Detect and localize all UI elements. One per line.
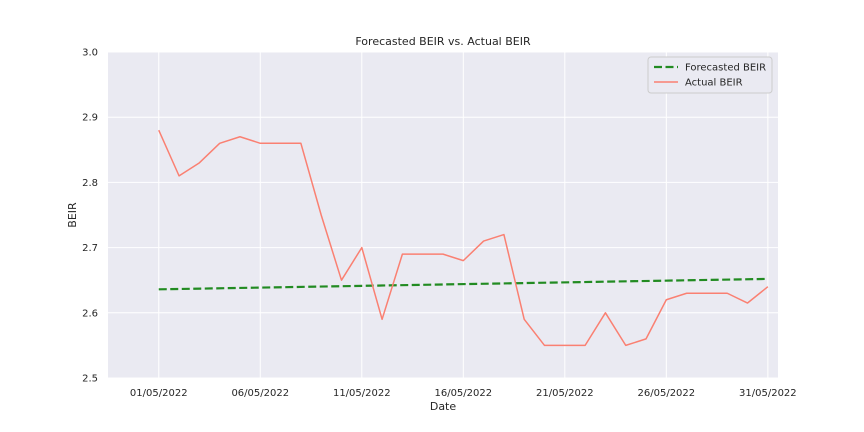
legend-label-forecasted: Forecasted BEIR [685,63,766,74]
y-axis-label: BEIR [66,202,79,228]
x-axis-label: Date [430,400,457,413]
series-layer [158,129,769,347]
plot-background [108,52,778,378]
y-tick-label: 2.6 [82,308,98,319]
series-line-forecasted-beir [158,277,768,291]
y-tick-label: 2.8 [82,178,98,189]
x-tick-labels: 01/05/2022 06/05/2022 11/05/2022 16/05/2022… [130,388,797,399]
y-tick-labels: 2.5 2.6 2.7 2.8 2.9 3.0 [82,48,98,385]
legend-label-actual: Actual BEIR [685,78,743,89]
legend-box [647,56,773,94]
x-tick-label: 16/05/2022 [434,388,492,399]
y-tick-label: 2.5 [82,374,98,385]
x-tick-label: 26/05/2022 [638,388,696,399]
y-tick-label: 2.7 [82,243,98,254]
series-line-actual-beir [158,129,769,347]
chart-title: Forecasted BEIR vs. Actual BEIR [355,35,531,48]
gridlines [108,51,778,379]
legend: Forecasted BEIR Actual BEIR [647,56,773,94]
y-tick-label: 2.9 [82,113,98,124]
x-tick-label: 01/05/2022 [130,388,188,399]
y-tick-label: 3.0 [82,48,98,59]
x-tick-label: 21/05/2022 [536,388,594,399]
x-tick-label: 06/05/2022 [231,388,289,399]
x-tick-label: 11/05/2022 [333,388,391,399]
x-tick-label: 31/05/2022 [739,388,797,399]
